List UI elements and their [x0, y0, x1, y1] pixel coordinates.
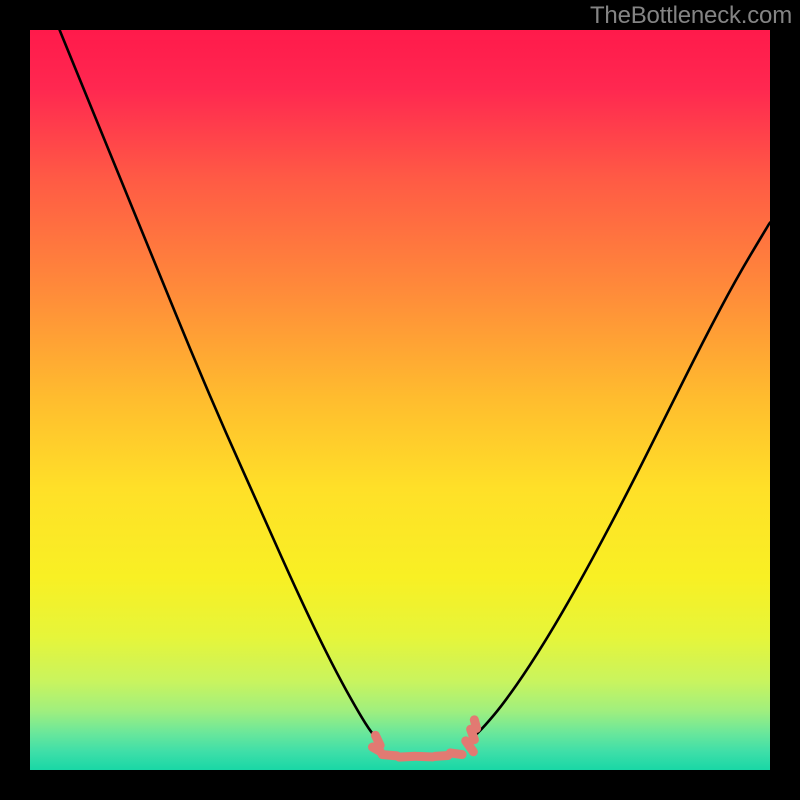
trough-marker [375, 735, 380, 745]
trough-marker [450, 753, 462, 755]
trough-marker [474, 720, 476, 729]
trough-marker [399, 756, 415, 757]
chart-frame: TheBottleneck.com [0, 0, 800, 800]
watermark-text: TheBottleneck.com [590, 2, 792, 30]
trough-marker [372, 747, 380, 751]
trough-marker [382, 755, 397, 756]
trough-marker [435, 755, 448, 756]
plot-background [30, 30, 770, 770]
chart-svg [0, 0, 800, 800]
